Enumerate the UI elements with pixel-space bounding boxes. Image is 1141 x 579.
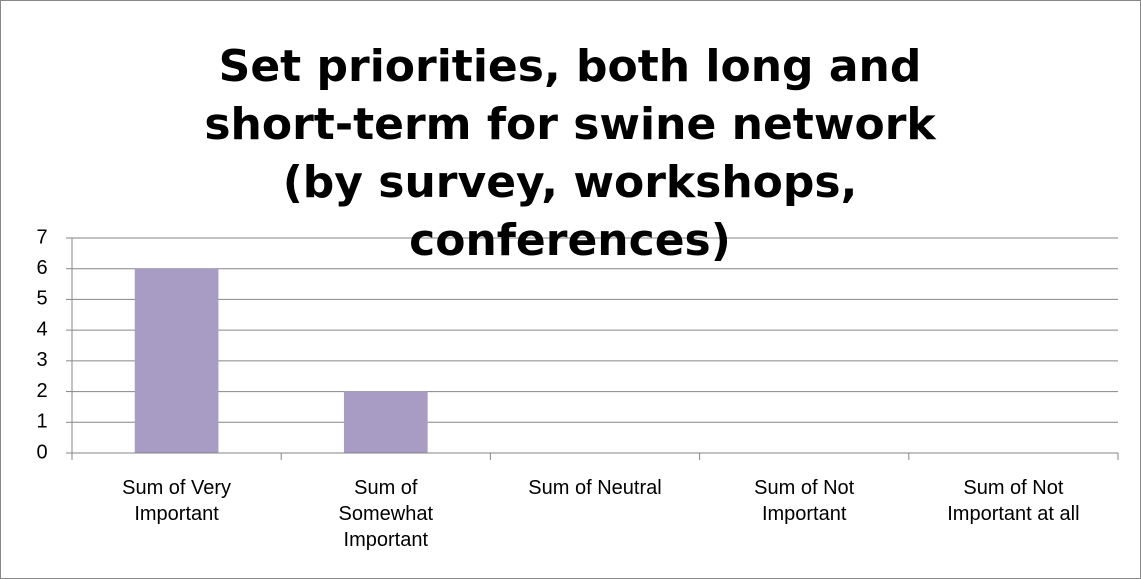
y-tick-label: 7: [36, 226, 47, 248]
y-tick-label: 0: [36, 441, 47, 463]
x-tick-label: Sum of Neutral: [528, 477, 662, 499]
bar: [343, 391, 428, 453]
x-tick-label: Sum of Somewhat Important: [338, 477, 434, 551]
y-tick-label: 3: [36, 349, 47, 371]
y-tick-label: 6: [36, 257, 47, 279]
y-tick-label: 2: [36, 380, 47, 402]
y-tick-label: 4: [36, 318, 47, 340]
x-tick-label: Sum of Not Important at all: [947, 477, 1080, 525]
x-tick-label: Sum of Very Important: [122, 477, 232, 525]
chart-title: Set priorities, both long and short-term…: [204, 41, 936, 266]
x-tick-label: Sum of Not Important: [754, 477, 855, 525]
y-tick-label: 5: [36, 288, 47, 310]
bar: [134, 268, 219, 453]
y-tick-label: 1: [36, 411, 47, 433]
